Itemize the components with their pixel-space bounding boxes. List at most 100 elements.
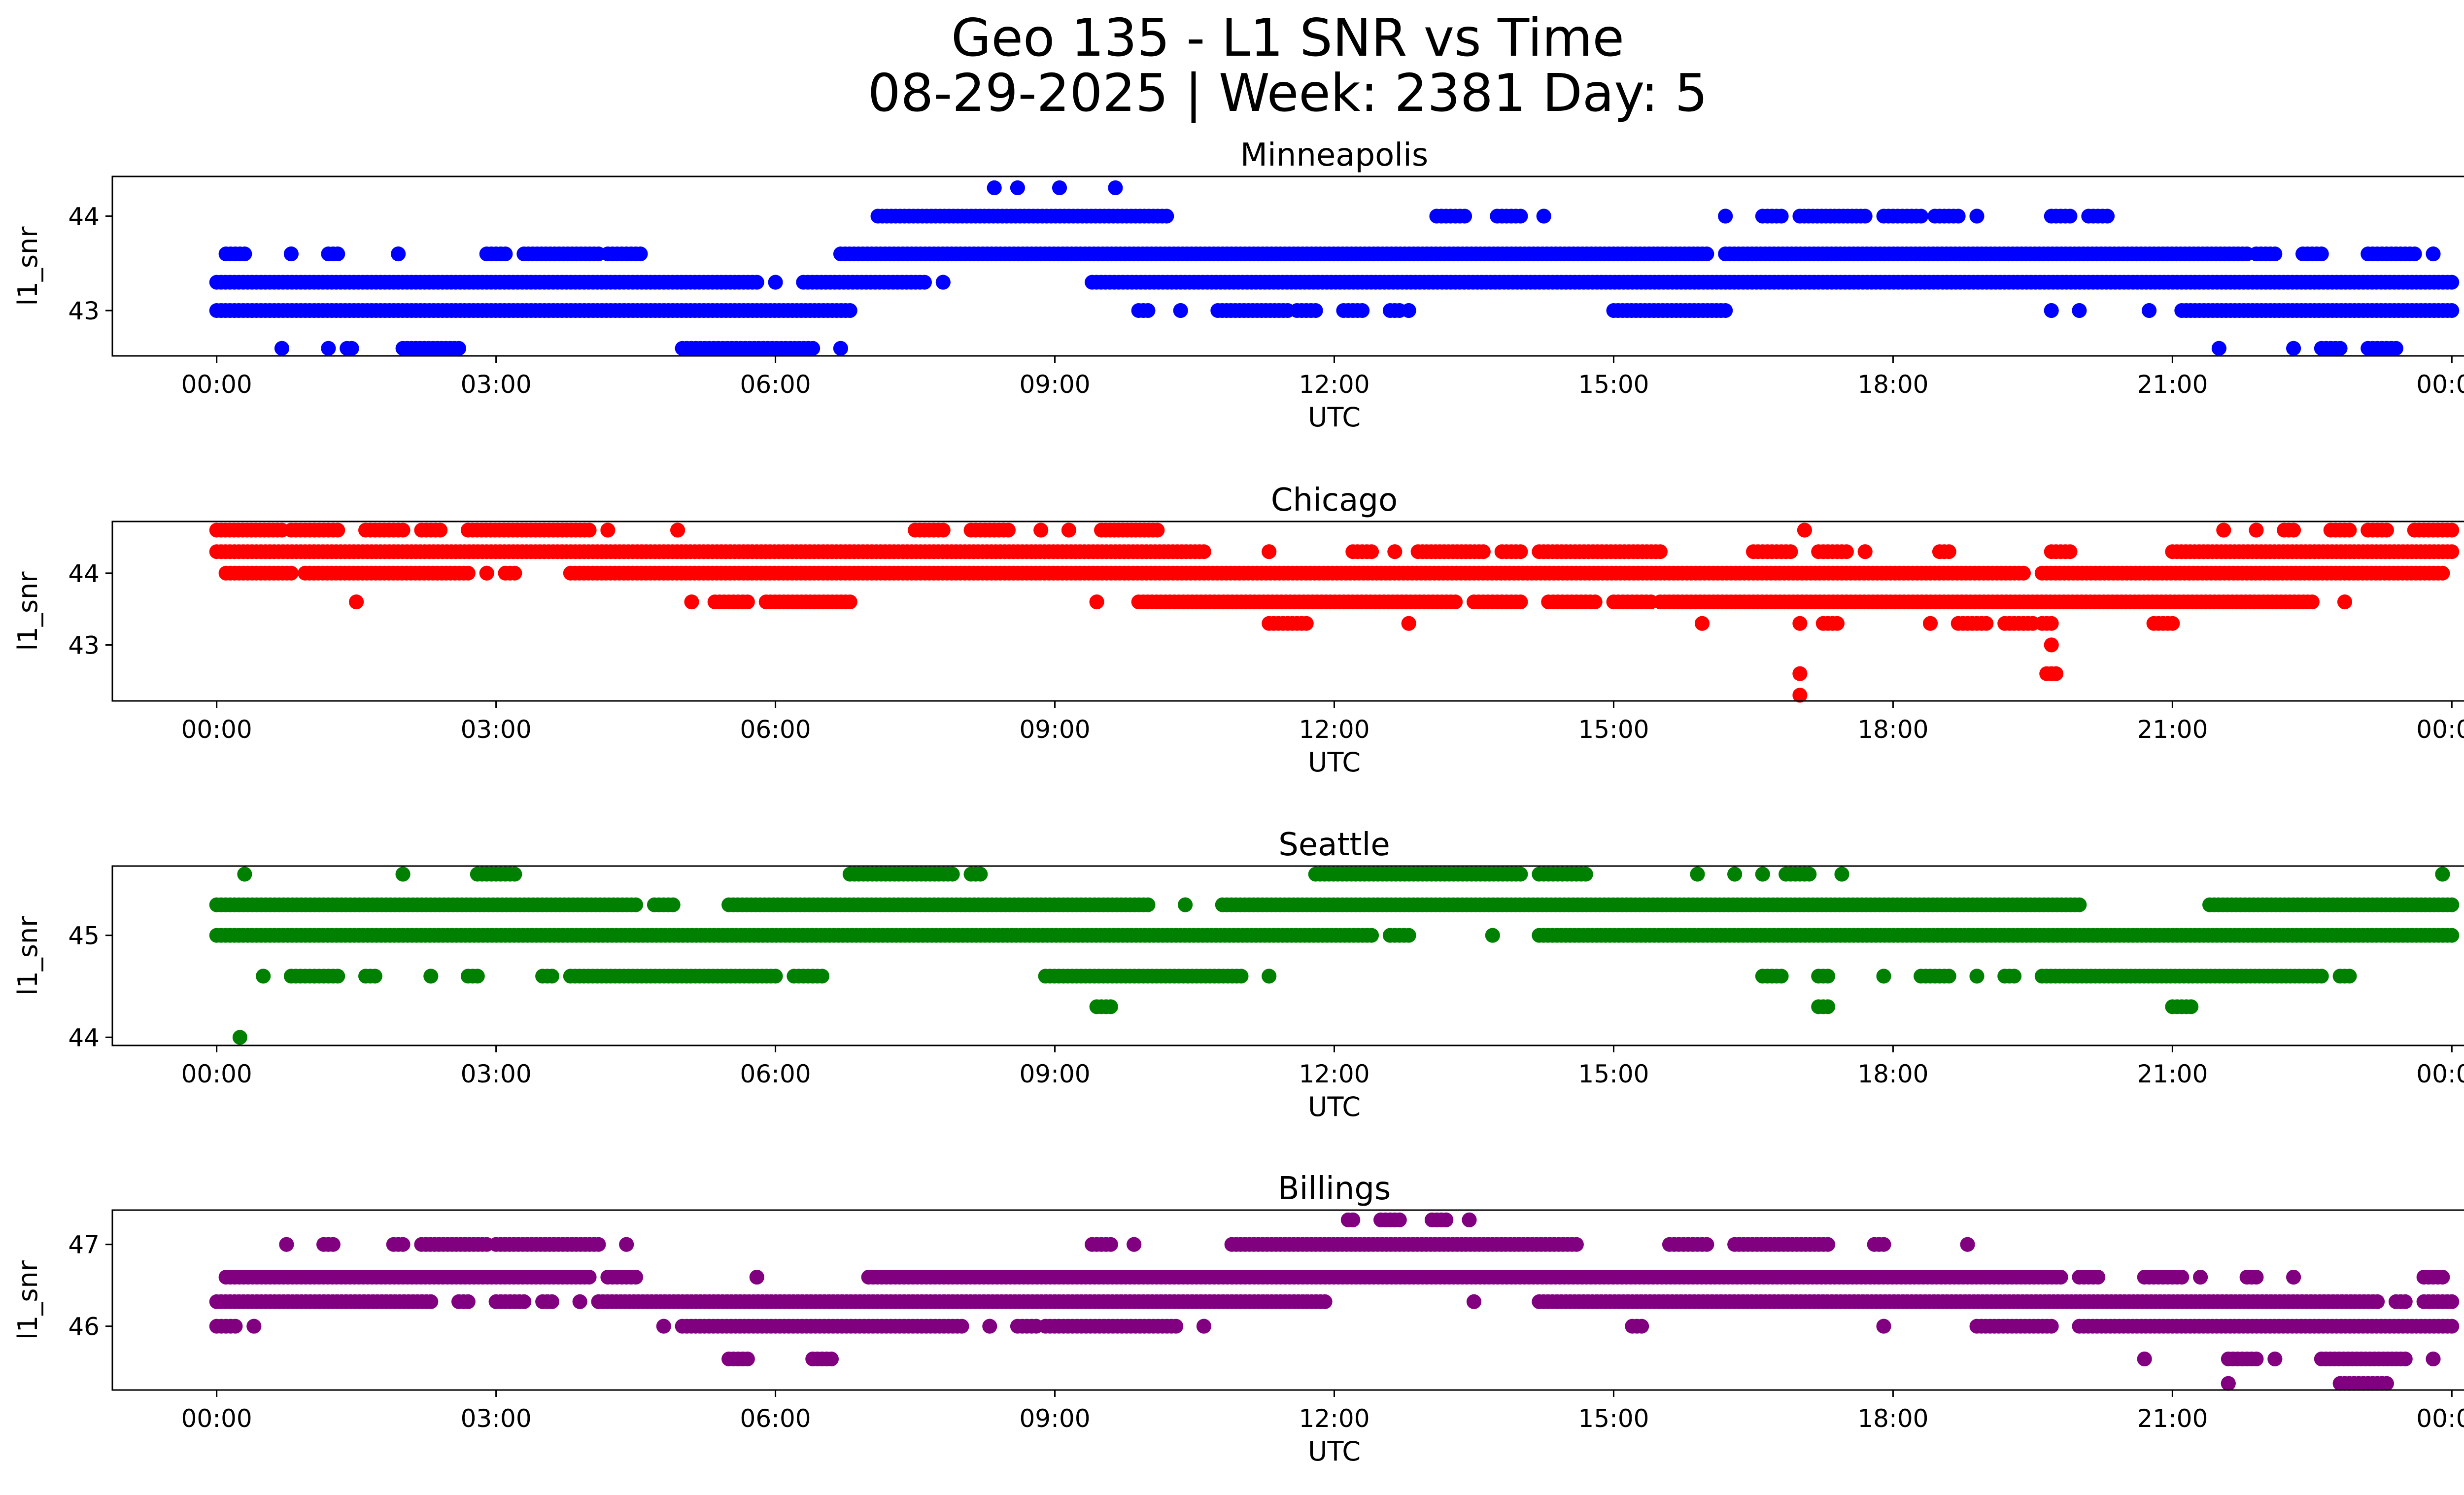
data-point	[2444, 544, 2460, 559]
data-point	[670, 522, 685, 538]
scatter-series	[209, 180, 2460, 356]
data-point	[2444, 522, 2460, 538]
data-point	[237, 867, 252, 882]
data-point	[1262, 544, 1277, 559]
data-point	[545, 969, 559, 984]
data-point	[1969, 209, 1985, 224]
data-point	[749, 1270, 764, 1285]
y-tick-label: 43	[68, 631, 100, 660]
data-point	[1387, 544, 1403, 559]
data-point	[1438, 1212, 1454, 1227]
data-point	[2044, 637, 2059, 653]
data-point	[330, 522, 345, 538]
data-point	[1699, 246, 1714, 262]
x-tick-label: 00:00	[181, 370, 252, 399]
data-point	[1355, 303, 1370, 318]
data-point	[2286, 522, 2301, 538]
y-axis-label: l1_snr	[12, 571, 43, 651]
data-point	[470, 969, 485, 984]
data-point	[1513, 544, 1528, 559]
data-point	[274, 341, 289, 356]
data-point	[423, 969, 439, 984]
x-tick-label: 06:00	[740, 370, 811, 399]
data-point	[2444, 275, 2460, 290]
x-tick-label: 18:00	[1857, 370, 1928, 399]
data-point	[633, 246, 648, 262]
data-point	[1941, 544, 1956, 559]
data-point	[1401, 303, 1416, 318]
data-point	[2053, 1270, 2068, 1285]
data-point	[2100, 209, 2115, 224]
data-point	[1727, 867, 1743, 882]
data-point	[1001, 522, 1016, 538]
data-point	[2193, 1270, 2208, 1285]
data-point	[1718, 209, 1733, 224]
x-axis-label: UTC	[1308, 402, 1361, 433]
data-point	[283, 246, 299, 262]
data-point	[1941, 969, 1956, 984]
data-point	[283, 565, 299, 581]
x-tick-label: 12:00	[1299, 1060, 1369, 1088]
data-point	[1578, 867, 1593, 882]
scatter-series	[209, 522, 2460, 703]
data-point	[768, 969, 783, 984]
data-point	[2342, 522, 2357, 538]
data-point	[1052, 180, 1067, 195]
subplot-title: Minneapolis	[1240, 137, 1428, 174]
axes-frame	[111, 175, 2464, 357]
data-point	[917, 275, 932, 290]
data-point	[1150, 522, 1165, 538]
data-point	[1979, 616, 1994, 631]
figure-title-line2: 08-29-2025 | Week: 2381 Day: 5	[867, 63, 1708, 123]
x-tick-label: 03:00	[461, 1060, 532, 1088]
data-point	[1364, 544, 1379, 559]
data-point	[582, 522, 597, 538]
data-point	[1699, 1237, 1714, 1252]
data-point	[2444, 928, 2460, 943]
data-point	[545, 1294, 559, 1309]
data-point	[1345, 1212, 1361, 1227]
data-point	[572, 1294, 587, 1309]
x-tick-label: 21:00	[2137, 370, 2208, 399]
data-point	[1010, 180, 1025, 195]
x-tick-label: 12:00	[1299, 370, 1369, 399]
data-point	[2165, 616, 2180, 631]
data-point	[2337, 594, 2352, 610]
data-point	[1401, 616, 1416, 631]
data-point	[1103, 1237, 1118, 1252]
x-tick-label: 09:00	[1019, 715, 1090, 744]
data-point	[1317, 1294, 1333, 1309]
data-point	[2072, 303, 2087, 318]
data-point	[768, 275, 783, 290]
data-point	[349, 594, 364, 610]
data-point	[507, 565, 522, 581]
x-tick-label: 21:00	[2137, 1060, 2208, 1088]
data-point	[1173, 303, 1188, 318]
data-point	[842, 594, 857, 610]
data-point	[1960, 1237, 1975, 1252]
x-tick-label: 06:00	[740, 1060, 811, 1088]
data-point	[1587, 594, 1603, 610]
x-tick-label: 15:00	[1578, 715, 1649, 744]
data-point	[2342, 969, 2357, 984]
data-point	[460, 1294, 476, 1309]
data-point	[1830, 616, 1845, 631]
data-point	[1774, 969, 1789, 984]
data-point	[833, 341, 848, 356]
data-point	[2249, 522, 2264, 538]
data-point	[684, 594, 699, 610]
data-point	[935, 522, 951, 538]
data-point	[1876, 1237, 1891, 1252]
data-point	[1159, 209, 1174, 224]
y-tick-label: 43	[68, 297, 100, 325]
data-point	[600, 522, 616, 538]
data-point	[1839, 544, 1854, 559]
y-axis-label: l1_snr	[12, 916, 43, 996]
x-axis-label: UTC	[1308, 747, 1361, 778]
x-tick-label: 15:00	[1578, 370, 1649, 399]
data-point	[2314, 969, 2329, 984]
